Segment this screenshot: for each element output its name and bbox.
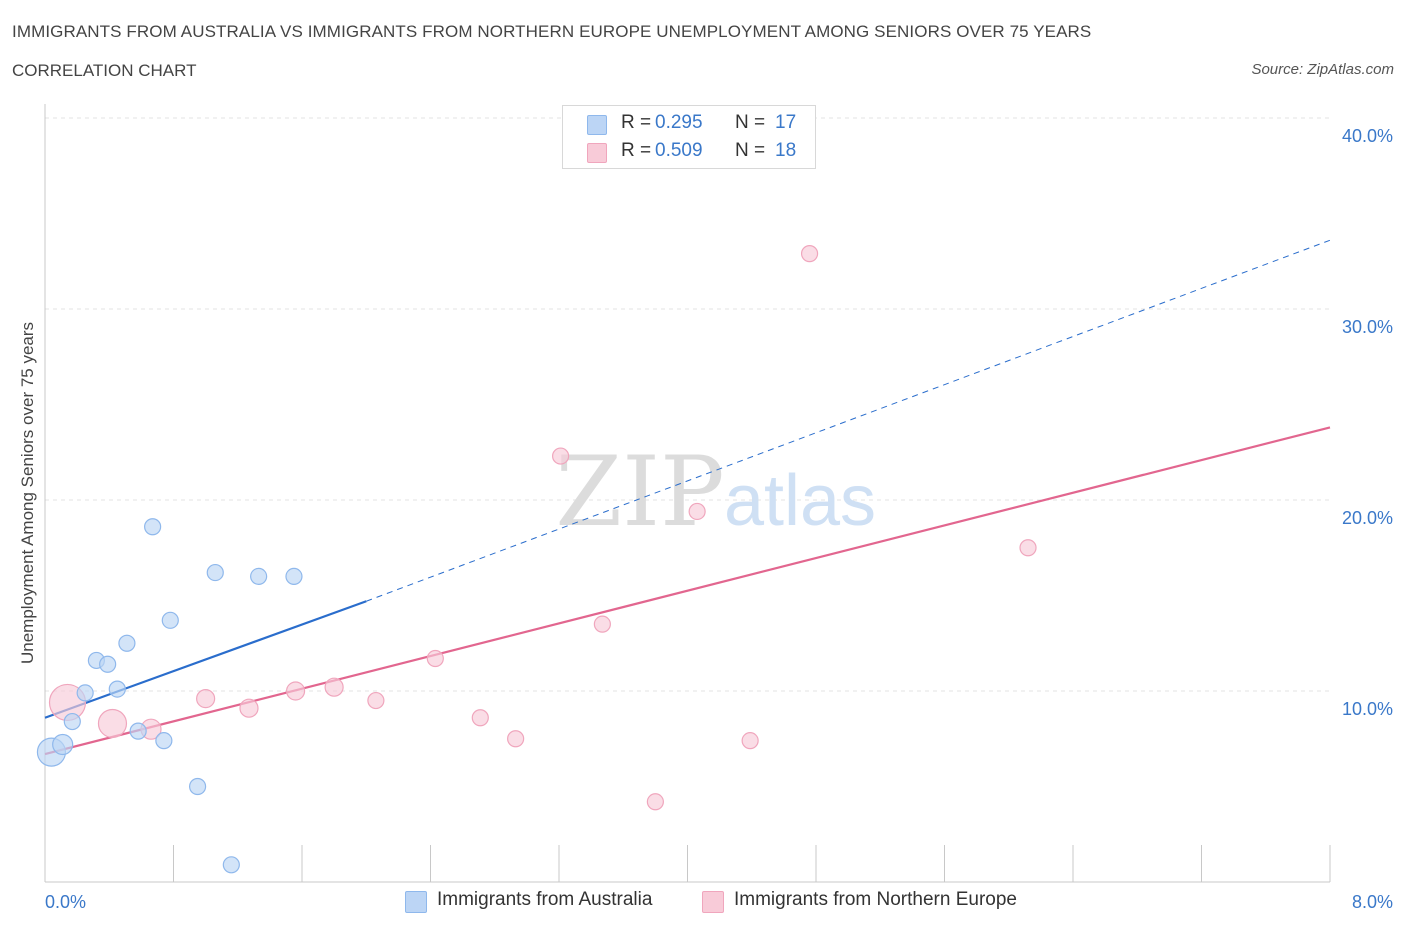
- series-label-australia: Immigrants from Australia: [437, 889, 653, 910]
- data-point-series-1: [1019, 539, 1037, 557]
- data-point-series-1: [239, 698, 259, 718]
- trend-lines: [44, 239, 1331, 756]
- x-tick-label-min: 0.0%: [45, 892, 86, 912]
- data-point-series-1: [688, 502, 706, 521]
- data-point-series-1: [800, 245, 819, 263]
- data-point-series-1: [97, 708, 128, 739]
- data-point-series-0: [129, 722, 147, 740]
- y-tick-label: 40.0%: [1342, 126, 1393, 146]
- data-point-series-1: [741, 732, 759, 750]
- data-point-series-1: [426, 649, 444, 668]
- y-axis-label: Unemployment Among Seniors over 75 years: [18, 321, 37, 665]
- data-point-series-0: [222, 856, 240, 874]
- data-point-series-0: [108, 680, 126, 698]
- data-point-series-1: [196, 689, 216, 709]
- data-point-series-0: [118, 634, 136, 652]
- data-point-series-0: [250, 567, 268, 586]
- y-tick-label: 10.0%: [1342, 699, 1393, 719]
- data-point-series-0: [76, 684, 94, 702]
- watermark-zip: ZIP: [555, 436, 724, 548]
- tick-labels: 10.0% 20.0% 30.0% 40.0% 0.0% 8.0%: [45, 126, 1393, 912]
- data-point-series-1: [507, 730, 525, 748]
- chart-subtitle: CORRELATION CHART: [12, 61, 197, 80]
- chart-title: IMMIGRANTS FROM AUSTRALIA VS IMMIGRANTS …: [12, 22, 1092, 41]
- watermark: ZIP atlas: [555, 436, 876, 548]
- data-point-series-0: [188, 777, 207, 796]
- legend-n-label: N =: [735, 112, 766, 133]
- data-point-series-0: [161, 611, 179, 629]
- data-point-series-0: [144, 518, 162, 536]
- series-swatch-northern-europe: [702, 891, 724, 913]
- grid-lines: [45, 117, 1330, 692]
- trend-extension-series-0: [366, 239, 1331, 602]
- legend-swatch-australia: [587, 115, 607, 135]
- data-point-series-1: [324, 677, 344, 697]
- legend-n-value-northern-europe: 18: [775, 140, 797, 161]
- legend-r-label: R =: [621, 112, 652, 133]
- y-tick-label: 30.0%: [1342, 317, 1393, 337]
- data-point-series-0: [155, 732, 173, 750]
- data-point-series-0: [285, 567, 303, 586]
- data-point-series-0: [52, 733, 74, 756]
- legend-r-value-australia: 0.295: [655, 112, 703, 133]
- data-point-series-1: [646, 793, 664, 811]
- source-attribution: Source: ZipAtlas.com: [1251, 61, 1394, 78]
- data-point-series-1: [285, 681, 306, 701]
- correlation-legend: R = 0.295 N = 17 R = 0.509 N = 18: [562, 105, 816, 169]
- data-point-series-0: [206, 563, 224, 582]
- data-point-series-0: [63, 712, 81, 731]
- series-label-northern-europe: Immigrants from Northern Europe: [734, 889, 1017, 910]
- series-swatch-australia: [405, 891, 427, 913]
- data-point-series-1: [471, 709, 489, 727]
- legend-n-label: N =: [735, 140, 766, 161]
- legend-r-value-northern-europe: 0.509: [655, 140, 703, 161]
- data-point-series-0: [99, 655, 117, 673]
- trend-line-series-0: [44, 600, 367, 719]
- data-point-series-1: [593, 615, 611, 633]
- data-point-series-1: [552, 447, 570, 465]
- legend-n-value-australia: 17: [775, 112, 797, 133]
- legend-swatch-northern-europe: [587, 143, 607, 163]
- trend-line-series-1: [44, 426, 1331, 756]
- watermark-atlas: atlas: [724, 461, 876, 541]
- data-points: [36, 245, 1037, 874]
- y-tick-label: 20.0%: [1342, 508, 1393, 528]
- axes: [44, 104, 1331, 883]
- legend-r-label: R =: [621, 140, 652, 161]
- data-point-series-1: [367, 691, 385, 710]
- x-tick-label-max: 8.0%: [1352, 892, 1393, 912]
